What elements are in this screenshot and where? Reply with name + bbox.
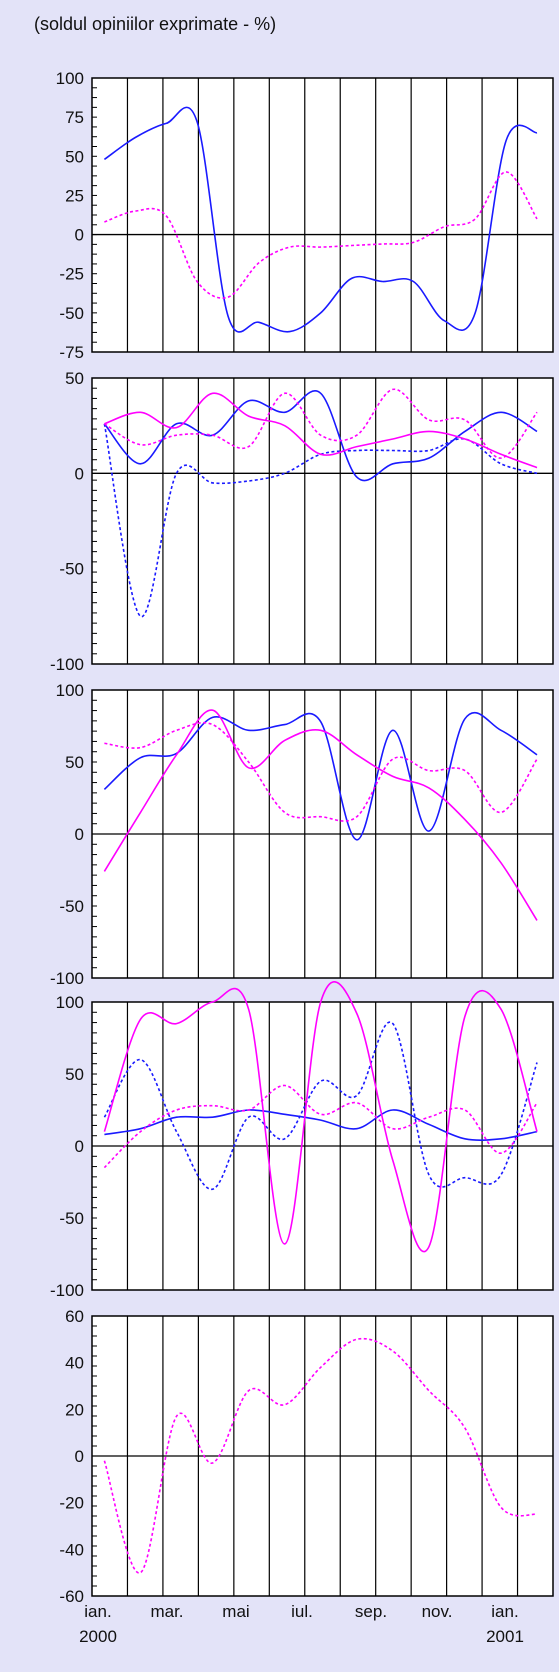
series-line-magenta-dotted [103, 1337, 538, 1574]
series-line-blue-solid [103, 390, 538, 482]
y-tick-label: 100 [56, 69, 84, 88]
y-tick-label: -100 [50, 969, 84, 988]
series-line-magenta-solid [104, 392, 538, 469]
y-tick-label: 50 [65, 369, 84, 388]
y-tick-label: -100 [50, 1281, 84, 1300]
y-tick-label: 20 [65, 1400, 84, 1419]
y-tick-label: -25 [59, 265, 84, 284]
x-month-label: nov. [422, 1602, 453, 1621]
y-tick-label: -50 [59, 1209, 84, 1228]
x-month-label: sep. [355, 1602, 387, 1621]
series-line-blue-solid [104, 1109, 538, 1141]
series-line-blue-solid [103, 711, 538, 841]
series-line-blue-solid [103, 106, 538, 333]
plot-area [91, 377, 554, 665]
y-tick-label: 25 [65, 186, 84, 205]
y-tick-label: -100 [50, 655, 84, 674]
y-tick-label: 50 [65, 147, 84, 166]
y-tick-label: 50 [65, 753, 84, 772]
y-tick-label: 0 [75, 464, 84, 483]
x-month-label: ian. [491, 1602, 518, 1621]
series-line-blue-dotted [103, 423, 538, 618]
series-line-magenta-solid [103, 709, 538, 921]
y-tick-label: 100 [56, 681, 84, 700]
y-tick-label: 0 [75, 825, 84, 844]
series-line-magenta-dotted [103, 388, 538, 459]
series-line-magenta-solid [103, 981, 538, 1253]
y-tick-label: -60 [59, 1587, 84, 1606]
y-tick-label: 75 [65, 108, 84, 127]
x-month-label: mar. [150, 1602, 183, 1621]
series-line-magenta-dotted [104, 171, 538, 299]
y-tick-label: 50 [65, 1065, 84, 1084]
y-tick-label: 100 [56, 993, 84, 1012]
y-tick-label: -20 [59, 1494, 84, 1513]
series-line-blue-dotted [103, 1021, 538, 1190]
series-line-magenta-dotted [103, 1084, 538, 1169]
y-tick-label: -50 [59, 304, 84, 323]
y-tick-label: -40 [59, 1540, 84, 1559]
y-tick-label: 60 [65, 1307, 84, 1326]
x-year-label: 2000 [79, 1627, 117, 1646]
y-tick-label: -75 [59, 343, 84, 362]
chart-subtitle: (soldul opiniilor exprimate - %) [34, 14, 277, 34]
x-month-label: mai [222, 1602, 249, 1621]
y-tick-label: -50 [59, 897, 84, 916]
x-year-label: 2001 [486, 1627, 524, 1646]
x-month-label: ian. [84, 1602, 111, 1621]
x-month-label: iul. [291, 1602, 313, 1621]
y-tick-label: 0 [75, 1137, 84, 1156]
y-tick-label: 40 [65, 1354, 84, 1373]
y-tick-label: -50 [59, 560, 84, 579]
y-tick-label: 0 [75, 226, 84, 245]
plot-area [91, 77, 554, 353]
y-tick-label: 0 [75, 1447, 84, 1466]
